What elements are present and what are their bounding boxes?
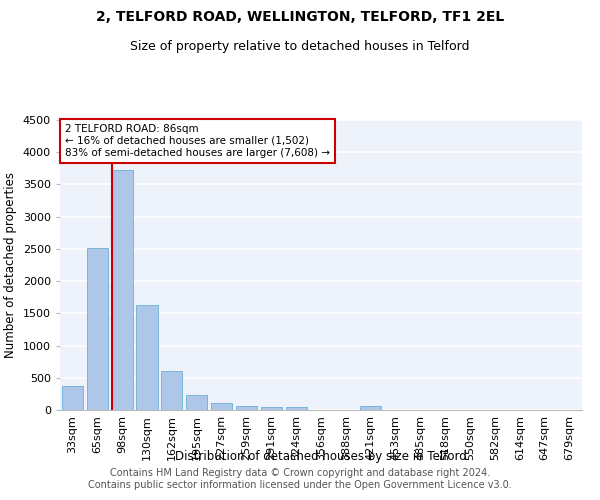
- Bar: [62, 386, 83, 410]
- Text: Contains HM Land Registry data © Crown copyright and database right 2024.
Contai: Contains HM Land Registry data © Crown c…: [88, 468, 512, 490]
- Text: Distribution of detached houses by size in Telford: Distribution of detached houses by size …: [175, 450, 467, 463]
- Y-axis label: Number of detached properties: Number of detached properties: [4, 172, 17, 358]
- Bar: [161, 372, 182, 410]
- Bar: [236, 406, 257, 410]
- Bar: [186, 394, 207, 410]
- Bar: [261, 407, 282, 410]
- Bar: [360, 406, 381, 410]
- Text: Size of property relative to detached houses in Telford: Size of property relative to detached ho…: [130, 40, 470, 53]
- Text: 2, TELFORD ROAD, WELLINGTON, TELFORD, TF1 2EL: 2, TELFORD ROAD, WELLINGTON, TELFORD, TF…: [96, 10, 504, 24]
- Bar: [286, 407, 307, 410]
- Bar: [87, 248, 108, 410]
- Bar: [211, 403, 232, 410]
- Bar: [136, 305, 158, 410]
- Bar: [112, 170, 133, 410]
- Text: 2 TELFORD ROAD: 86sqm
← 16% of detached houses are smaller (1,502)
83% of semi-d: 2 TELFORD ROAD: 86sqm ← 16% of detached …: [65, 124, 330, 158]
